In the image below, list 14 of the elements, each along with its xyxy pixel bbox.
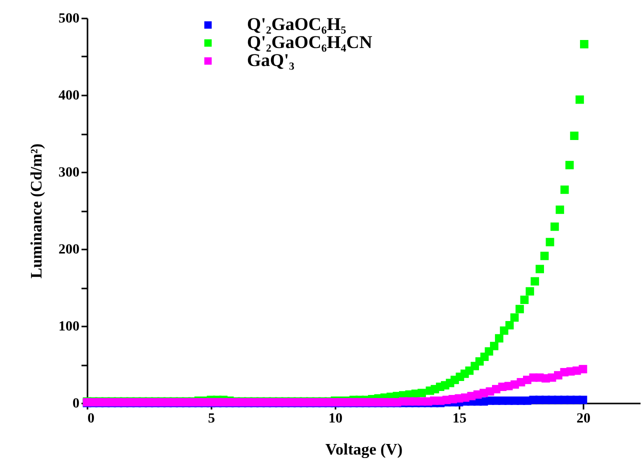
x-tick-label: 15 [452, 412, 466, 426]
y-tick-label: 400 [58, 88, 80, 104]
y-tick-label: 100 [58, 320, 80, 334]
y-tick-label: 300 [58, 166, 80, 180]
x-tick-label: 10 [328, 412, 342, 426]
y-tick-label: 200 [58, 242, 80, 258]
y-tick-label: 500 [58, 12, 80, 26]
y-axis-title: Luminance (Cd/m²) [28, 143, 46, 279]
x-tick-label: 5 [208, 412, 215, 426]
y-tick-label: 0 [72, 396, 80, 412]
x-axis-title: Voltage (V) [325, 442, 403, 458]
legend-label: Q'₂GaOC₆H₅ [247, 14, 346, 34]
x-tick-label: 20 [576, 412, 590, 426]
x-tick-label: 0 [88, 412, 94, 426]
